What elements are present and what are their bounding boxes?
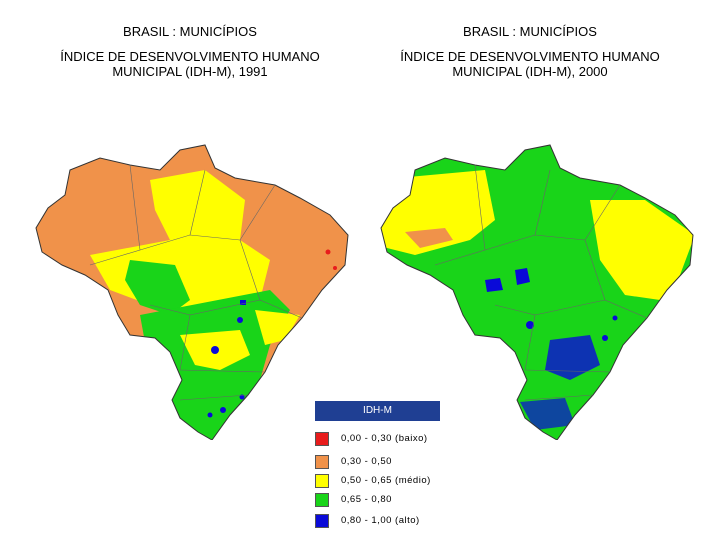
title-year-line: MUNICIPAL (IDH-M), 1991 bbox=[112, 64, 268, 79]
legend-item-030-050: 0,30 - 0,50 bbox=[315, 455, 535, 469]
legend-swatch bbox=[315, 474, 329, 488]
orange-patch-north bbox=[405, 228, 453, 248]
legend-swatch bbox=[315, 493, 329, 507]
map-title-1991: BRASIL : MUNICÍPIOS ÍNDICE DE DESENVOLVI… bbox=[30, 24, 350, 79]
yellow-coast-south bbox=[255, 310, 300, 345]
green-region-west bbox=[125, 260, 190, 315]
title-year-line: MUNICIPAL (IDH-M), 2000 bbox=[452, 64, 608, 79]
legend-title: IDH-M bbox=[315, 401, 440, 421]
legend-item-065-080: 0,65 - 0,80 bbox=[315, 493, 535, 507]
title-index-line: ÍNDICE DE DESENVOLVIMENTO HUMANO bbox=[400, 49, 660, 64]
legend-item-alto: 0,80 - 1,00 (alto) bbox=[315, 514, 535, 528]
title-index-line: ÍNDICE DE DESENVOLVIMENTO HUMANO bbox=[60, 49, 320, 64]
blue-cluster-west bbox=[485, 278, 503, 292]
yellow-region-northeast bbox=[590, 200, 693, 300]
legend-label: 0,65 - 0,80 bbox=[341, 494, 392, 505]
brazil-map-1991 bbox=[35, 144, 349, 440]
legend-label: 0,00 - 0,30 (baixo) bbox=[341, 433, 428, 444]
legend-label: 0,30 - 0,50 bbox=[341, 456, 392, 467]
legend-label: 0,50 - 0,65 (médio) bbox=[341, 475, 431, 486]
legend-swatch bbox=[315, 514, 329, 528]
map-title-2000: BRASIL : MUNICÍPIOS ÍNDICE DE DESENVOLVI… bbox=[370, 24, 690, 79]
title-country-line: BRASIL : MUNICÍPIOS bbox=[123, 24, 257, 39]
brazil-map-2000 bbox=[380, 144, 694, 440]
legend-label: 0,80 - 1,00 (alto) bbox=[341, 515, 420, 526]
title-country-line: BRASIL : MUNICÍPIOS bbox=[463, 24, 597, 39]
yellow-region-north bbox=[150, 170, 245, 255]
legend-item-medio: 0,50 - 0,65 (médio) bbox=[315, 474, 535, 488]
legend-swatch bbox=[315, 455, 329, 469]
legend-swatch bbox=[315, 432, 329, 446]
blue-cluster-center bbox=[515, 268, 530, 285]
blue-cluster-south bbox=[520, 398, 575, 430]
legend-item-baixo: 0,00 - 0,30 (baixo) bbox=[315, 432, 535, 446]
blue-cluster-southeast bbox=[545, 335, 600, 380]
